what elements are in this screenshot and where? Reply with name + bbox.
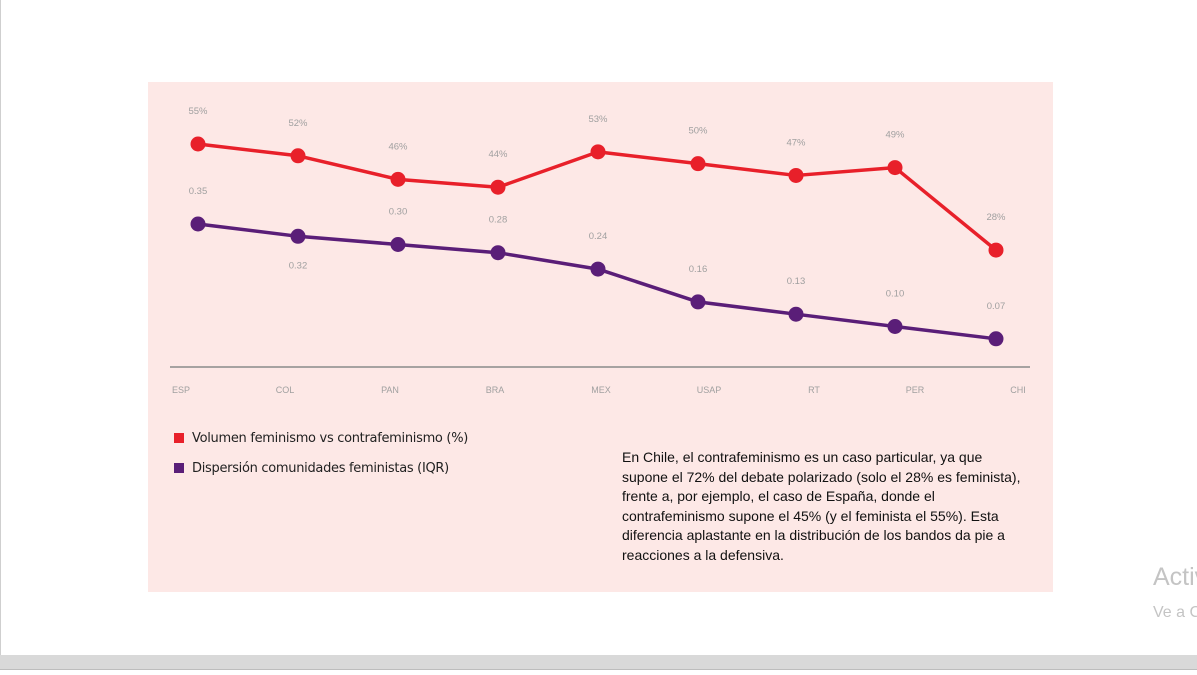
legend-item-dispersion: Dispersión comunidades feministas (IQR) — [174, 458, 468, 478]
legend-label-volumen: Volumen feminismo vs contrafeminismo (%) — [192, 430, 469, 446]
legend-swatch-red — [174, 433, 184, 443]
x-tick-label-bra: BRA — [486, 385, 505, 395]
series-1-point-per — [887, 319, 903, 334]
series-0-point-per — [887, 160, 903, 176]
chart-note: En Chile, el contrafeminismo es un caso … — [622, 449, 1021, 563]
windows-activation-watermark: Activar Windows Ve a Configuración para … — [1153, 555, 1197, 635]
horizontal-scrollbar[interactable] — [0, 655, 1197, 669]
series-0-label-usap: 50% — [688, 126, 708, 137]
series-0-label-bra: 44% — [488, 149, 508, 160]
series-1-label-per: 0.10 — [886, 289, 905, 300]
series-1-point-bra — [490, 245, 506, 261]
series-1-point-col — [290, 228, 306, 244]
series-0-label-mex: 53% — [588, 114, 608, 125]
legend-item-volumen: Volumen feminismo vs contrafeminismo (%) — [174, 428, 468, 448]
series-1-label-bra: 0.28 — [489, 215, 508, 226]
x-tick-label-pan: PAN — [381, 385, 399, 395]
x-tick-label-per: PER — [906, 385, 925, 395]
series-0-point-rt — [788, 167, 804, 183]
series-0-point-chi — [988, 242, 1004, 258]
series-0-point-mex — [590, 144, 606, 160]
series-1-label-chi: 0.07 — [987, 301, 1006, 312]
series-0-point-esp — [190, 136, 206, 152]
series-0-label-per: 49% — [885, 130, 905, 141]
x-tick-label-esp: ESP — [172, 385, 190, 395]
series-0-label-esp: 55% — [188, 106, 208, 117]
series-0-point-bra — [490, 179, 506, 195]
watermark-subtitle: Ve a Configuración para activar Windows. — [1153, 604, 1197, 621]
x-tick-label-usap: USAP — [697, 385, 722, 395]
series-1-label-rt: 0.13 — [787, 276, 806, 287]
series-1-label-esp: 0.35 — [189, 186, 208, 197]
x-tick-label-col: COL — [276, 385, 295, 395]
x-tick-label-chi: CHI — [1010, 385, 1026, 395]
series-1-point-mex — [590, 261, 606, 277]
series-1-point-rt — [788, 306, 804, 322]
legend-label-dispersion: Dispersión comunidades feministas (IQR) — [192, 460, 449, 476]
chart-legend: Volumen feminismo vs contrafeminismo (%)… — [174, 428, 468, 488]
series-1-label-col: 0.32 — [289, 260, 308, 271]
status-strip — [0, 669, 1197, 675]
series-0-point-usap — [690, 156, 706, 172]
series-1-point-pan — [390, 237, 406, 252]
series-1-label-pan: 0.30 — [389, 207, 408, 218]
series-0-label-chi: 28% — [986, 212, 1006, 223]
series-1-label-usap: 0.16 — [689, 264, 708, 275]
series-1-label-mex: 0.24 — [589, 231, 608, 242]
series-0-label-rt: 47% — [786, 137, 806, 148]
series-0-label-pan: 46% — [388, 141, 408, 152]
window-left-border — [0, 0, 1, 655]
x-tick-label-rt: RT — [808, 385, 820, 395]
series-1-point-chi — [988, 331, 1004, 347]
series-0-label-col: 52% — [288, 118, 308, 129]
series-0-point-pan — [390, 171, 406, 187]
watermark-title: Activar Windows — [1153, 563, 1197, 591]
chart-panel: ESP COL PAN BRA MEX USAP RT PER CHI 55% 52% 46% 44% 5… — [148, 82, 1053, 592]
series-1-point-usap — [690, 294, 706, 310]
legend-swatch-purple — [174, 463, 184, 473]
series-0-point-col — [290, 148, 306, 164]
line-chart: ESP COL PAN BRA MEX USAP RT PER CHI 55% 52% 46% 44% 5… — [170, 106, 1030, 395]
x-tick-label-mex: MEX — [591, 385, 611, 395]
series-1-point-esp — [190, 216, 206, 232]
